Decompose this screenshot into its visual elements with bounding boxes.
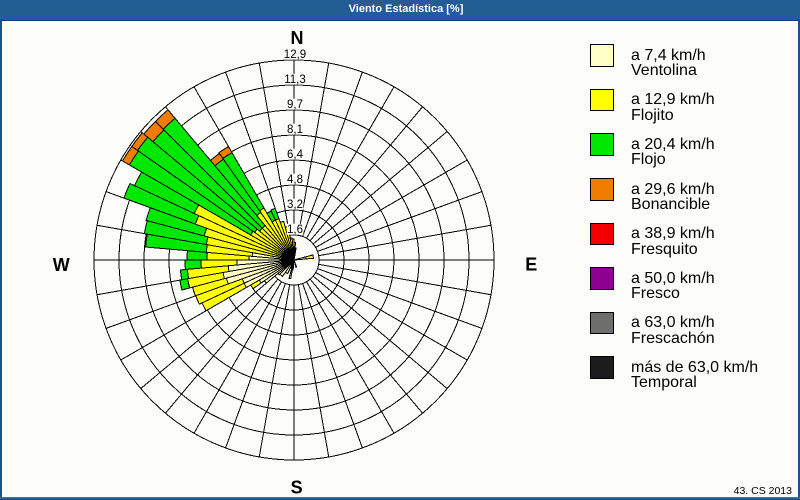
svg-text:4,8: 4,8 (287, 174, 303, 186)
svg-text:E: E (525, 255, 537, 275)
svg-text:12,9: 12,9 (284, 49, 306, 61)
svg-text:W: W (53, 255, 70, 275)
svg-text:1,6: 1,6 (287, 224, 303, 236)
svg-text:11,3: 11,3 (284, 74, 306, 86)
svg-text:3,2: 3,2 (287, 199, 303, 211)
svg-text:8,1: 8,1 (287, 124, 303, 136)
svg-text:9,7: 9,7 (287, 99, 303, 111)
svg-text:S: S (291, 478, 303, 498)
svg-text:6,4: 6,4 (287, 149, 304, 161)
svg-text:N: N (291, 28, 304, 48)
